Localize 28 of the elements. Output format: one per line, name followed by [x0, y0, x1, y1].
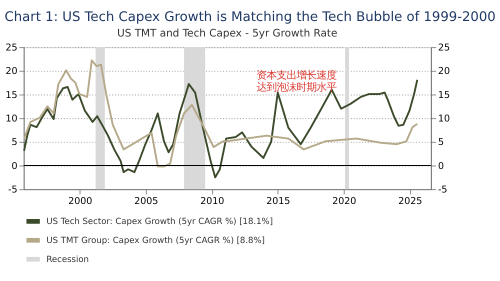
annotation: 资本支出增长速度达到泡沫时期水平	[256, 69, 336, 94]
x-tick-label: 2020	[332, 196, 356, 207]
y2-tick-label: 25	[438, 42, 450, 54]
legend-label: US TMT Group: Capex Growth (5yr CAGR %) [8.8%]	[46, 236, 265, 246]
line-series	[23, 78, 418, 178]
x-tick-label: 2000	[68, 196, 92, 207]
legend-label: US Tech Sector: Capex Growth (5yr CAGR %) [18.1%]	[46, 217, 273, 228]
chart-subtitle: US TMT and Tech Capex - 5yr Growth Rate	[117, 28, 338, 40]
x-tick-label: 2025	[398, 196, 422, 207]
y2-tick-label: 20	[438, 66, 450, 78]
legend-label: Recession	[46, 255, 89, 266]
line-series	[23, 59, 418, 168]
y-tick-label: 10	[5, 113, 18, 124]
y-tick-label: -5	[8, 184, 18, 196]
chart-title: Chart 1: US Tech Capex Growth is Matching the Tech Bubble of 1999-2000	[4, 10, 496, 26]
y2-tick-label: -5	[438, 184, 448, 196]
x-tick-label: 2015	[266, 196, 290, 207]
x-tick-label: 2005	[134, 196, 158, 207]
y-tick-label: 20	[5, 66, 18, 78]
y-tick-label: 15	[5, 90, 18, 101]
y-tick-label: 5	[12, 137, 18, 148]
x-tick-label: 2010	[200, 196, 224, 207]
y2-tick-label: 15	[438, 90, 450, 101]
y-tick-label: 25	[5, 42, 18, 54]
y2-tick-label: 0	[438, 160, 444, 172]
y2-tick-label: 5	[438, 137, 444, 148]
y2-tick-label: 10	[438, 113, 450, 124]
y-tick-label: 0	[12, 160, 18, 172]
